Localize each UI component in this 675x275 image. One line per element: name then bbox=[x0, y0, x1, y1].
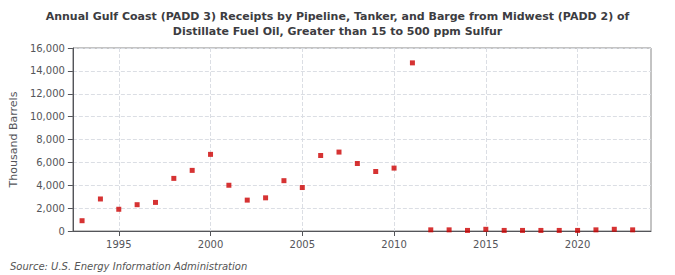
svg-text:4,000: 4,000 bbox=[36, 180, 65, 191]
svg-text:2020: 2020 bbox=[565, 239, 590, 250]
svg-text:12,000: 12,000 bbox=[30, 88, 65, 99]
svg-text:16,000: 16,000 bbox=[30, 43, 65, 54]
svg-text:0: 0 bbox=[59, 226, 65, 237]
svg-text:2005: 2005 bbox=[290, 239, 315, 250]
svg-text:Distillate Fuel Oil, Greater t: Distillate Fuel Oil, Greater than 15 to … bbox=[173, 25, 503, 38]
svg-text:8,000: 8,000 bbox=[36, 134, 65, 145]
svg-text:2010: 2010 bbox=[381, 239, 406, 250]
svg-text:2000: 2000 bbox=[198, 239, 223, 250]
svg-text:14,000: 14,000 bbox=[30, 65, 65, 76]
svg-text:Source: U.S. Energy Informatio: Source: U.S. Energy Information Administ… bbox=[10, 261, 247, 272]
svg-text:Annual Gulf Coast (PADD 3) Rec: Annual Gulf Coast (PADD 3) Receipts by P… bbox=[46, 10, 630, 23]
svg-text:2015: 2015 bbox=[473, 239, 498, 250]
svg-text:1995: 1995 bbox=[106, 239, 131, 250]
svg-text:6,000: 6,000 bbox=[36, 157, 65, 168]
svg-text:2,000: 2,000 bbox=[36, 203, 65, 214]
svg-text:Thousand Barrels: Thousand Barrels bbox=[7, 91, 20, 188]
svg-text:10,000: 10,000 bbox=[30, 111, 65, 122]
